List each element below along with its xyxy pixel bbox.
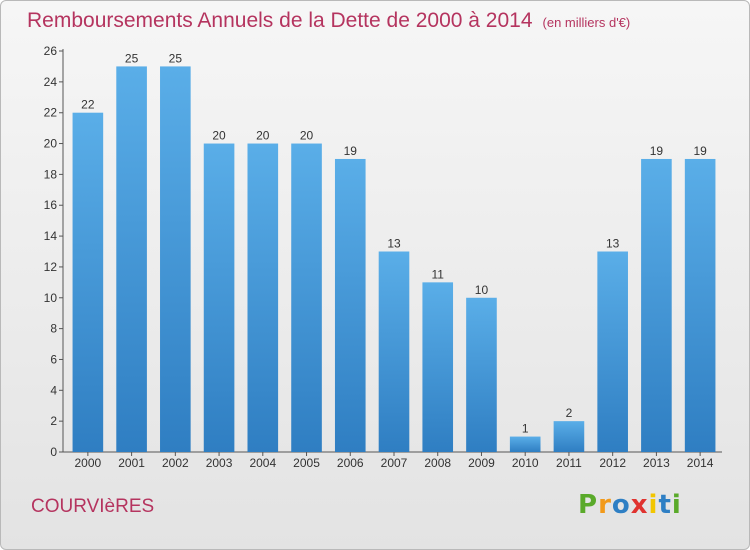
title-text: Remboursements Annuels de la Dette de 20… <box>27 9 533 32</box>
x-tick-label: 2012 <box>599 456 626 470</box>
y-tick-label: 0 <box>50 445 57 459</box>
data-label: 13 <box>606 237 620 251</box>
logo-letter: P <box>578 490 599 520</box>
y-tick-label: 10 <box>44 291 58 305</box>
x-tick-label: 2003 <box>206 456 233 470</box>
bar <box>684 158 716 452</box>
x-tick-label: 2010 <box>512 456 539 470</box>
x-tick-label: 2014 <box>687 456 714 470</box>
y-tick-label: 8 <box>50 322 57 336</box>
y-tick-label: 14 <box>44 229 58 243</box>
x-tick-label: 2007 <box>381 456 408 470</box>
x-tick-label: 2013 <box>643 456 670 470</box>
y-tick-label: 2 <box>50 414 57 428</box>
y-tick-label: 26 <box>44 44 58 58</box>
x-tick-label: 2004 <box>249 456 276 470</box>
logo-letter: o <box>611 490 631 520</box>
logo-letter: i <box>648 490 659 520</box>
logo-letter: t <box>658 490 672 520</box>
data-label: 20 <box>300 129 314 143</box>
x-tick-label: 2008 <box>424 456 451 470</box>
x-tick-label: 2001 <box>118 456 145 470</box>
logo-letter: r <box>598 490 612 520</box>
y-tick-label: 4 <box>50 383 57 397</box>
x-tick-label: 2009 <box>468 456 495 470</box>
bar <box>160 66 191 452</box>
y-tick-label: 16 <box>44 198 58 212</box>
data-label: 25 <box>125 51 139 65</box>
data-label: 2 <box>566 406 573 420</box>
y-tick-label: 6 <box>50 352 57 366</box>
y-tick-label: 24 <box>44 75 58 89</box>
x-tick-label: 2002 <box>162 456 189 470</box>
data-label: 13 <box>387 237 401 251</box>
data-label: 19 <box>693 144 707 158</box>
data-label: 19 <box>344 144 358 158</box>
logo-letter: i <box>671 490 682 520</box>
bar <box>509 436 541 452</box>
data-label: 11 <box>431 267 444 281</box>
x-tick-label: 2006 <box>337 456 364 470</box>
y-tick-label: 12 <box>44 260 58 274</box>
bar <box>116 66 147 452</box>
y-tick-label: 18 <box>44 167 58 181</box>
bar <box>422 282 454 452</box>
data-label: 20 <box>212 129 226 143</box>
bar <box>553 421 585 452</box>
data-label: 20 <box>256 129 270 143</box>
bar <box>291 143 322 453</box>
y-tick-label: 20 <box>44 137 58 151</box>
bar <box>597 251 628 452</box>
y-tick-label: 22 <box>44 106 58 120</box>
data-label: 25 <box>169 51 183 65</box>
proxiti-logo: Proxiti <box>578 490 682 520</box>
bar <box>203 143 235 453</box>
data-label: 19 <box>650 144 664 158</box>
data-label: 10 <box>475 283 489 297</box>
x-tick-label: 2000 <box>75 456 102 470</box>
bar <box>72 112 104 452</box>
x-tick-label: 2005 <box>293 456 320 470</box>
logo-letter: x <box>630 490 649 520</box>
chart-title: Remboursements Annuels de la Dette de 20… <box>27 9 630 33</box>
chart-unit: (en milliers d'€) <box>542 15 631 30</box>
bar <box>641 158 672 452</box>
location-name: COURVIèRES <box>31 496 155 517</box>
bar <box>334 158 366 452</box>
bar <box>247 143 279 453</box>
data-label: 1 <box>522 422 529 436</box>
bar <box>378 251 410 452</box>
x-tick-label: 2011 <box>556 456 582 470</box>
bar <box>466 297 497 452</box>
data-label: 22 <box>81 98 95 112</box>
